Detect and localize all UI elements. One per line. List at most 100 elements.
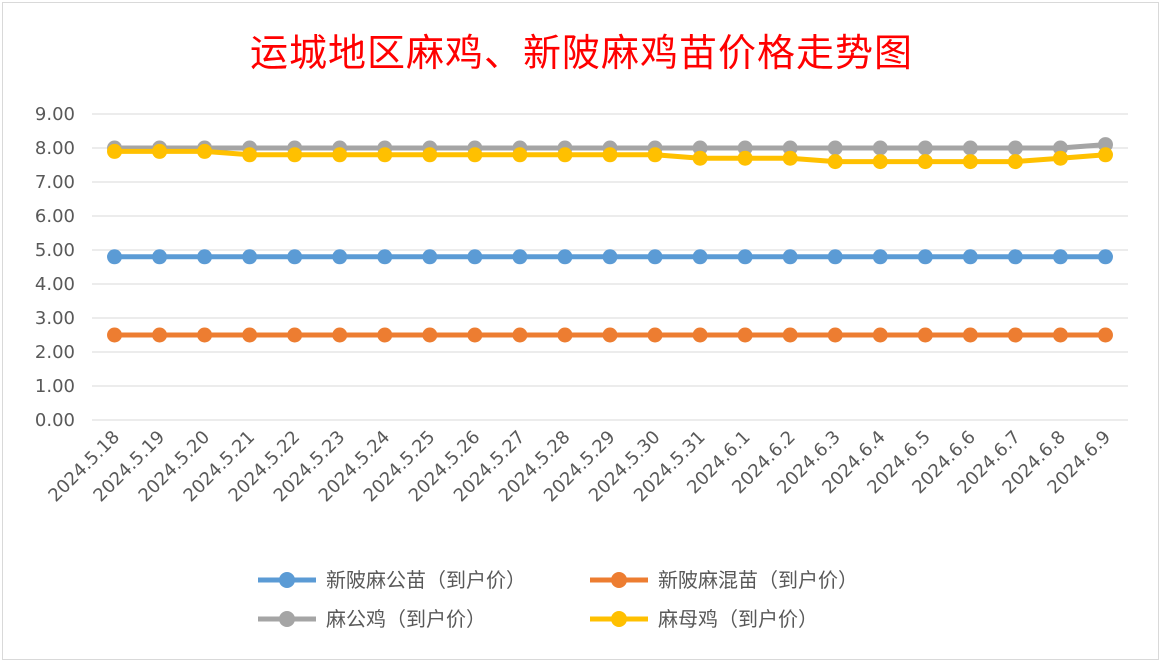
y-tick-label: 2.00 (35, 342, 75, 363)
data-point (332, 147, 348, 163)
data-point (827, 154, 843, 170)
data-point (512, 327, 528, 343)
data-point (467, 327, 483, 343)
legend: 新陂麻公苗（到户价） 新陂麻混苗（到户价） 麻公鸡（到户价） 麻母鸡（到户价） (258, 568, 858, 631)
data-point (602, 327, 618, 343)
y-tick-label: 9.00 (35, 104, 75, 125)
y-tick-label: 1.00 (35, 376, 75, 397)
data-point (287, 249, 303, 265)
data-point (377, 327, 393, 343)
data-point (557, 249, 573, 265)
data-point (422, 249, 438, 265)
data-point (557, 147, 573, 163)
data-point (512, 249, 528, 265)
data-point (1097, 147, 1113, 163)
data-point (827, 140, 843, 156)
data-point (1052, 150, 1068, 166)
legend-item: 麻母鸡（到户价） (590, 607, 818, 631)
series-0 (107, 249, 1113, 265)
y-tick-label: 4.00 (35, 274, 75, 295)
legend-swatch-marker (279, 572, 295, 588)
data-point (242, 147, 258, 163)
legend-item: 新陂麻公苗（到户价） (258, 568, 526, 592)
y-axis-ticks: 0.00 1.00 2.00 3.00 4.00 5.00 6.00 7.00 8.00 9.00 (35, 104, 75, 431)
legend-label: 麻公鸡（到户价） (326, 607, 486, 631)
y-tick-label: 3.00 (35, 308, 75, 329)
data-point (962, 154, 978, 170)
data-point (782, 327, 798, 343)
data-point (287, 147, 303, 163)
data-point (467, 147, 483, 163)
y-tick-label: 6.00 (35, 206, 75, 227)
data-point (962, 327, 978, 343)
data-point (872, 249, 888, 265)
data-point (377, 249, 393, 265)
data-point (602, 249, 618, 265)
data-point (242, 249, 258, 265)
data-point (107, 249, 123, 265)
data-point (962, 140, 978, 156)
data-point (737, 249, 753, 265)
data-point (377, 147, 393, 163)
legend-swatch-marker (279, 611, 295, 627)
y-tick-label: 0.00 (35, 410, 75, 431)
data-point (692, 327, 708, 343)
x-axis-ticks: 2024.5.182024.5.192024.5.202024.5.212024… (44, 427, 1115, 507)
data-point (872, 327, 888, 343)
data-point (692, 150, 708, 166)
legend-label: 新陂麻公苗（到户价） (326, 568, 526, 592)
data-point (1007, 249, 1023, 265)
data-point (152, 143, 168, 159)
data-point (242, 327, 258, 343)
data-point (872, 140, 888, 156)
chart-title: 运城地区麻鸡、新陂麻鸡苗价格走势图 (249, 31, 913, 75)
data-point (647, 147, 663, 163)
legend-item: 新陂麻混苗（到户价） (590, 568, 858, 592)
data-point (107, 327, 123, 343)
data-point (917, 327, 933, 343)
data-point (197, 143, 213, 159)
data-point (827, 327, 843, 343)
data-point (1007, 140, 1023, 156)
data-point (737, 150, 753, 166)
data-point (647, 327, 663, 343)
data-point (467, 249, 483, 265)
data-point (332, 249, 348, 265)
data-point (1052, 249, 1068, 265)
data-point (917, 140, 933, 156)
data-point (827, 249, 843, 265)
legend-label: 新陂麻混苗（到户价） (658, 568, 858, 592)
y-tick-label: 7.00 (35, 172, 75, 193)
data-point (917, 154, 933, 170)
data-point (287, 327, 303, 343)
data-point (917, 249, 933, 265)
data-point (692, 249, 708, 265)
data-point (422, 327, 438, 343)
series-lines (107, 137, 1113, 343)
y-tick-label: 8.00 (35, 138, 75, 159)
y-tick-label: 5.00 (35, 240, 75, 261)
data-point (512, 147, 528, 163)
data-point (1097, 249, 1113, 265)
data-point (1007, 327, 1023, 343)
legend-swatch-marker (611, 572, 627, 588)
data-point (422, 147, 438, 163)
data-point (782, 249, 798, 265)
data-point (962, 249, 978, 265)
data-point (107, 143, 123, 159)
series-3 (107, 143, 1113, 170)
data-point (1097, 327, 1113, 343)
data-point (782, 150, 798, 166)
legend-item: 麻公鸡（到户价） (258, 607, 486, 631)
data-point (737, 327, 753, 343)
legend-label: 麻母鸡（到户价） (658, 607, 818, 631)
data-point (557, 327, 573, 343)
data-point (1007, 154, 1023, 170)
data-point (872, 154, 888, 170)
data-point (152, 327, 168, 343)
data-point (332, 327, 348, 343)
data-point (152, 249, 168, 265)
legend-swatch-marker (611, 611, 627, 627)
data-point (647, 249, 663, 265)
